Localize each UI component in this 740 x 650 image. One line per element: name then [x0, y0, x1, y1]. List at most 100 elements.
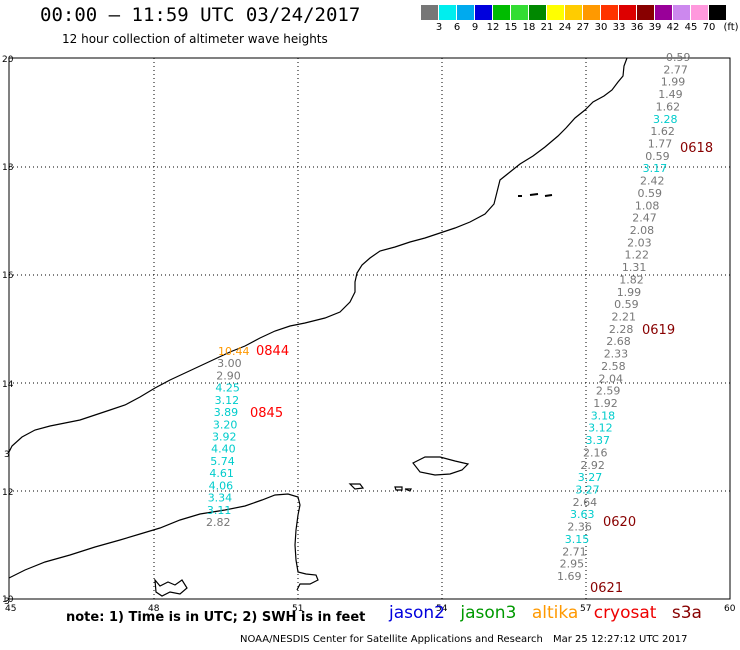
wave-height-value: 2.59 — [596, 385, 621, 398]
wave-height-value: 1.22 — [625, 249, 650, 262]
pass-time-label: 0620 — [603, 515, 636, 530]
pass-time-label: 0845 — [250, 406, 283, 421]
wave-height-value: 2.16 — [583, 446, 608, 459]
wave-height-value: 3.20 — [213, 418, 238, 431]
wave-height-value: 3.89 — [214, 406, 239, 419]
scale-label: 18 — [522, 22, 536, 33]
wave-height-value: 2.77 — [663, 63, 688, 76]
lon-tick-labels: 45 48 51 54 57 60 — [5, 604, 736, 614]
wave-height-value: 3.92 — [212, 431, 237, 444]
scale-swatch — [421, 5, 438, 20]
scale-label: 45 — [684, 22, 698, 33]
wave-height-value: 3.28 — [653, 113, 678, 126]
scale-swatch — [709, 5, 726, 20]
scale-unit: (ft) — [723, 22, 739, 33]
satellite-legend: jason2 jason3 altika cryosat s3a — [389, 603, 712, 623]
wave-height-value: 2.03 — [627, 236, 652, 249]
scale-swatch — [475, 5, 492, 20]
wave-height-value: 3.37 — [586, 434, 611, 447]
scale-swatch — [673, 5, 690, 20]
wave-height-value: 3.63 — [570, 508, 595, 521]
lat-tick: 16 — [2, 271, 14, 281]
legend-s3a: s3a — [671, 603, 702, 623]
lat-tick: 12 — [2, 488, 13, 498]
wave-height-value: 3.34 — [208, 492, 233, 505]
scale-label: 15 — [504, 22, 518, 33]
scale-swatch — [565, 5, 582, 20]
wave-height-value: 4.61 — [209, 467, 234, 480]
wave-height-value: 3.11 — [207, 504, 232, 517]
pass-time-label: 0618 — [680, 141, 713, 156]
credit-line: NOAA/NESDIS Center for Satellite Applica… — [240, 634, 543, 645]
wave-height-value: 2.08 — [630, 224, 655, 237]
scale-swatch — [439, 5, 456, 20]
wave-height-value: 3.12 — [588, 422, 613, 435]
legend-altika: altika — [531, 603, 579, 623]
wave-height-value: 1.82 — [619, 273, 644, 286]
wave-height-value: 2.71 — [562, 545, 587, 558]
wave-height-value: 2.28 — [609, 323, 634, 336]
scale-label: 36 — [630, 22, 644, 33]
scale-label: 24 — [558, 22, 572, 33]
wave-height-value: 2.42 — [640, 175, 665, 188]
scale-label: 27 — [576, 22, 590, 33]
coastline — [8, 57, 628, 597]
graticule-grid — [9, 58, 730, 599]
scale-swatch — [511, 5, 528, 20]
lat-tick-labels: 20 18 16 14 12 10 3 3 — [2, 55, 14, 607]
wave-height-value: 3.27 — [575, 484, 600, 497]
page-title: 00:00 – 11:59 UTC 03/24/2017 — [40, 4, 361, 26]
scale-swatch — [493, 5, 510, 20]
wave-height-value: 1.69 — [557, 570, 582, 583]
scale-swatch — [637, 5, 654, 20]
wave-height-value: 2.82 — [206, 516, 231, 529]
footer-note: note: 1) Time is in UTC; 2) SWH is in fe… — [66, 610, 366, 625]
wave-height-value: 2.04 — [599, 372, 624, 385]
wave-height-value: 2.92 — [580, 459, 605, 472]
scale-label: 30 — [594, 22, 608, 33]
legend-jason3: jason3 — [460, 603, 517, 623]
pass-time-label: 0621 — [590, 581, 623, 596]
wave-height-value: 2.47 — [632, 212, 657, 225]
wave-height-value: 1.62 — [650, 125, 675, 138]
scale-label: 9 — [471, 22, 479, 33]
wave-height-value: 4.40 — [211, 443, 236, 456]
wave-height-value: 5.74 — [210, 455, 235, 468]
scale-swatch — [655, 5, 672, 20]
lat-tick: 18 — [2, 163, 14, 173]
wave-height-value: 2.68 — [606, 335, 631, 348]
lat-tick: 20 — [2, 55, 14, 65]
scale-swatch — [457, 5, 474, 20]
scale-swatch — [547, 5, 564, 20]
wave-height-value: 4.06 — [209, 479, 234, 492]
page-subtitle: 12 hour collection of altimeter wave hei… — [62, 32, 328, 46]
wave-height-value: 3.27 — [578, 471, 603, 484]
wave-height-value: 1.92 — [593, 397, 618, 410]
scale-label: 70 — [702, 22, 716, 33]
wave-height-value: 0.59 — [614, 298, 639, 311]
edge-mark: 3 — [4, 450, 10, 460]
wave-height-value: 2.64 — [573, 496, 598, 509]
lon-tick: 48 — [148, 604, 160, 614]
wave-height-value: 2.36 — [567, 521, 592, 534]
right-track-values: 0.592.771.991.491.623.281.621.770.593.17… — [557, 51, 691, 583]
wave-height-value: 0.59 — [638, 187, 663, 200]
pass-time-label: 0619 — [642, 323, 675, 338]
wave-height-value: 2.90 — [216, 369, 241, 382]
wave-height-value: 1.08 — [635, 199, 660, 212]
scale-label: 3 — [435, 22, 443, 33]
generated-timestamp: Mar 25 12:27:12 UTC 2017 — [553, 634, 688, 645]
scale-swatch — [583, 5, 600, 20]
legend-cryosat: cryosat — [593, 603, 657, 623]
wave-height-value: 1.99 — [661, 76, 686, 89]
scale-label: 33 — [612, 22, 626, 33]
lat-tick: 14 — [2, 380, 14, 390]
scale-label: 12 — [486, 22, 500, 33]
wave-height-value: 3.17 — [643, 162, 668, 175]
scale-swatch — [619, 5, 636, 20]
wave-height-value: 3.15 — [565, 533, 590, 546]
wave-height-value: 0.59 — [645, 150, 670, 163]
wave-height-value: 2.33 — [604, 348, 629, 361]
lon-tick: 60 — [724, 604, 736, 614]
left-track-values: 10.443.002.904.253.123.893.203.924.405.7… — [206, 345, 250, 529]
